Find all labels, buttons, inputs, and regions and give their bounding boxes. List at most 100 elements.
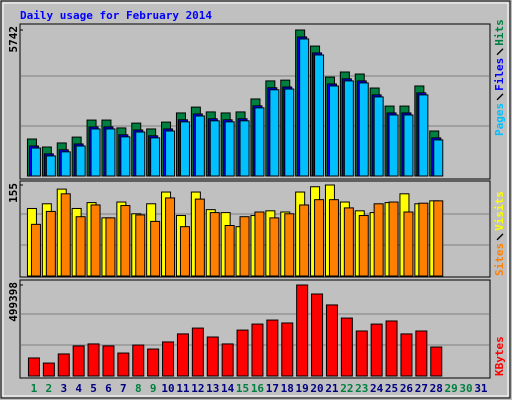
x-tick-label: 3 (60, 382, 67, 395)
bar (179, 121, 190, 177)
bar (343, 80, 354, 177)
bar (355, 330, 368, 377)
x-tick-label: 1 (31, 382, 38, 395)
bar (388, 114, 399, 177)
bar (30, 223, 41, 277)
bar (239, 120, 250, 177)
y-tick-label: 499398 (7, 282, 20, 322)
bar (60, 193, 71, 277)
bar (254, 107, 265, 177)
bar (403, 211, 414, 277)
bar (239, 216, 250, 277)
bar (328, 85, 339, 177)
bar (358, 82, 369, 177)
bar (314, 54, 325, 177)
x-tick-label: 24 (370, 382, 384, 395)
bar (299, 38, 310, 177)
bar (105, 128, 116, 177)
bar (57, 353, 70, 377)
bar (385, 320, 398, 377)
legend-label: Files (493, 58, 506, 91)
x-tick-label: 14 (221, 382, 235, 395)
x-tick-label: 15 (236, 382, 249, 395)
bar (236, 329, 249, 377)
bar (191, 327, 204, 377)
bar (45, 155, 56, 177)
bar (179, 226, 190, 277)
bar (135, 214, 146, 277)
x-tick-label: 17 (266, 382, 279, 395)
x-tick-label: 11 (176, 382, 190, 395)
bar (311, 293, 324, 377)
x-tick-label: 27 (415, 382, 428, 395)
x-tick-label: 5 (90, 382, 97, 395)
x-tick-label: 7 (120, 382, 127, 395)
bar (343, 207, 354, 277)
bar (430, 346, 443, 377)
legend-label: Pages (493, 103, 506, 136)
bar (269, 217, 280, 277)
legend-separator (496, 233, 504, 241)
x-tick-label: 18 (281, 382, 294, 395)
x-tick-label: 23 (355, 382, 368, 395)
bar (418, 94, 429, 177)
bar (132, 344, 145, 377)
x-tick-label: 25 (385, 382, 398, 395)
bar (150, 220, 161, 277)
legend-label: Visits (493, 191, 506, 231)
bar (90, 128, 101, 177)
bar (418, 202, 429, 277)
bar (254, 211, 265, 277)
bar (373, 96, 384, 177)
legend-label: Sites (493, 243, 506, 276)
bar (45, 210, 56, 277)
x-tick-label: 6 (105, 382, 112, 395)
legend-separator (496, 48, 504, 56)
bar (120, 205, 131, 277)
bar (296, 284, 309, 377)
x-tick-label: 13 (206, 382, 219, 395)
y-tick-label: 155 (7, 183, 20, 203)
bar (135, 131, 146, 177)
bar (165, 130, 176, 177)
legend-separator (496, 93, 504, 101)
x-tick-label: 4 (75, 382, 82, 395)
bar (299, 204, 310, 277)
bar (176, 333, 189, 377)
bar (42, 362, 55, 377)
chart-title: Daily usage for February 2014 (20, 9, 212, 22)
bar (400, 333, 413, 377)
bar (165, 197, 176, 277)
bar (403, 114, 414, 177)
bar (284, 213, 295, 277)
bar (415, 330, 428, 377)
x-tick-label: 12 (191, 382, 204, 395)
x-tick-label: 16 (251, 382, 265, 395)
bar (269, 89, 280, 177)
y-tick-label: 5742 (7, 26, 20, 53)
bar (117, 352, 130, 377)
bar (209, 212, 220, 277)
bar (221, 343, 234, 377)
x-tick-label: 8 (135, 382, 142, 395)
bar (206, 336, 219, 377)
bar (147, 348, 160, 377)
bar (266, 319, 279, 377)
bar (373, 203, 384, 277)
x-tick-label: 19 (296, 382, 309, 395)
x-tick-label: 30 (459, 382, 472, 395)
x-tick-label: 31 (474, 382, 488, 395)
bar (433, 200, 444, 277)
inner-border (2, 2, 509, 397)
x-tick-label: 2 (46, 382, 53, 395)
bar (75, 145, 86, 177)
bar (87, 343, 100, 377)
bar (72, 345, 85, 377)
bar (325, 304, 338, 377)
x-tick-label: 26 (400, 382, 414, 395)
bar (314, 199, 325, 277)
legend-label: Hits (493, 19, 506, 46)
x-tick-label: 22 (340, 382, 353, 395)
bar (224, 121, 235, 177)
